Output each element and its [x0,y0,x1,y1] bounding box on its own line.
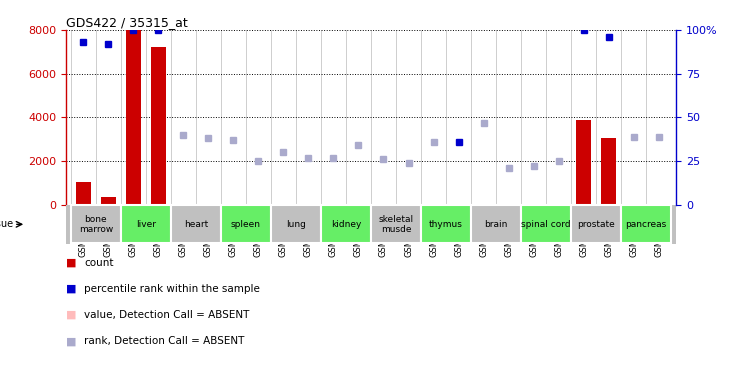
Bar [171,205,221,243]
Bar [526,204,541,205]
Text: ■: ■ [66,310,76,320]
Bar [201,204,216,205]
Bar [426,204,441,205]
Bar [371,205,421,243]
Bar [71,205,121,243]
Bar [451,204,466,205]
Bar [126,30,141,205]
Bar [626,204,641,205]
Text: tissue: tissue [0,219,14,230]
Bar [601,138,616,205]
Bar [621,205,671,243]
Text: value, Detection Call = ABSENT: value, Detection Call = ABSENT [84,310,249,320]
Text: lung: lung [286,220,306,229]
Text: ■: ■ [66,336,76,346]
Bar [501,204,516,205]
Text: count: count [84,258,113,267]
Bar [471,205,521,243]
Bar [221,205,271,243]
Text: spleen: spleen [231,220,261,229]
Text: heart: heart [183,220,208,229]
Text: skeletal
musde: skeletal musde [379,214,414,234]
Text: brain: brain [485,220,508,229]
Bar [251,204,266,205]
Bar [401,204,416,205]
Text: liver: liver [136,220,156,229]
Text: bone
marrow: bone marrow [79,214,113,234]
Bar [421,205,471,243]
Text: percentile rank within the sample: percentile rank within the sample [84,284,260,294]
Bar [301,204,316,205]
Text: ■: ■ [66,258,76,267]
Text: thymus: thymus [429,220,463,229]
Bar [176,204,191,205]
Bar [271,205,321,243]
Text: prostate: prostate [577,220,615,229]
Bar [576,120,591,205]
Bar [326,204,341,205]
Text: ■: ■ [66,284,76,294]
Bar [276,204,291,205]
Bar [101,197,115,205]
Bar [226,204,241,205]
Text: GDS422 / 35315_at: GDS422 / 35315_at [66,16,188,29]
Bar [651,204,666,205]
Text: kidney: kidney [331,220,361,229]
Bar [571,205,621,243]
Text: spinal cord: spinal cord [521,220,571,229]
Text: rank, Detection Call = ABSENT: rank, Detection Call = ABSENT [84,336,244,346]
Bar [121,205,171,243]
Bar [76,182,91,205]
Text: pancreas: pancreas [626,220,667,229]
Bar [476,204,491,205]
Bar [376,204,391,205]
Bar [321,205,371,243]
Bar [551,204,566,205]
Bar [521,205,571,243]
Bar [351,204,366,205]
Bar [151,48,166,205]
